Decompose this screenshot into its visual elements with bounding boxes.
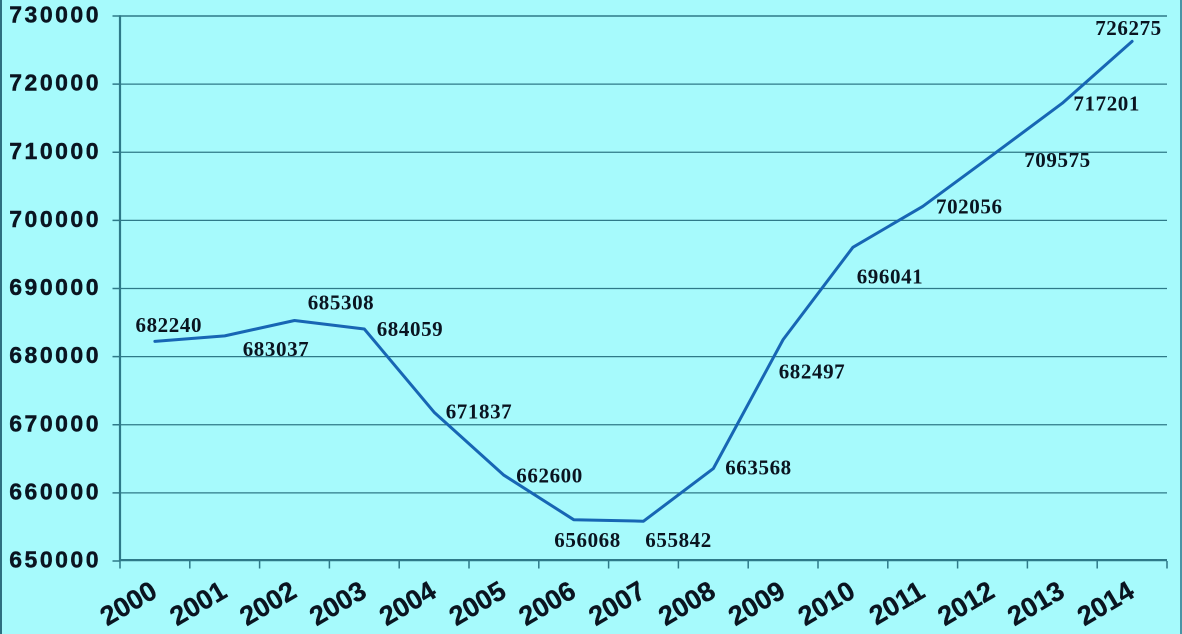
svg-text:650000: 650000 [9,547,101,573]
svg-text:682240: 682240 [135,313,202,337]
svg-text:682497: 682497 [779,360,846,384]
svg-text:702056: 702056 [936,195,1003,219]
svg-text:730000: 730000 [9,2,101,28]
svg-text:696041: 696041 [857,264,924,288]
svg-text:663568: 663568 [725,456,792,480]
svg-text:685308: 685308 [308,291,375,315]
svg-text:660000: 660000 [9,478,101,504]
svg-text:726275: 726275 [1095,16,1162,40]
svg-text:670000: 670000 [9,410,101,436]
svg-text:720000: 720000 [9,70,101,96]
svg-text:700000: 700000 [9,206,101,232]
svg-text:680000: 680000 [9,342,101,368]
svg-text:683037: 683037 [243,337,310,361]
svg-text:690000: 690000 [9,274,101,300]
svg-text:709575: 709575 [1024,148,1091,172]
svg-text:655842: 655842 [645,528,712,552]
svg-text:662600: 662600 [516,463,583,487]
svg-text:717201: 717201 [1073,91,1140,115]
svg-text:671837: 671837 [446,400,513,424]
svg-text:710000: 710000 [9,138,101,164]
svg-text:656068: 656068 [554,528,621,552]
svg-text:684059: 684059 [377,317,444,341]
